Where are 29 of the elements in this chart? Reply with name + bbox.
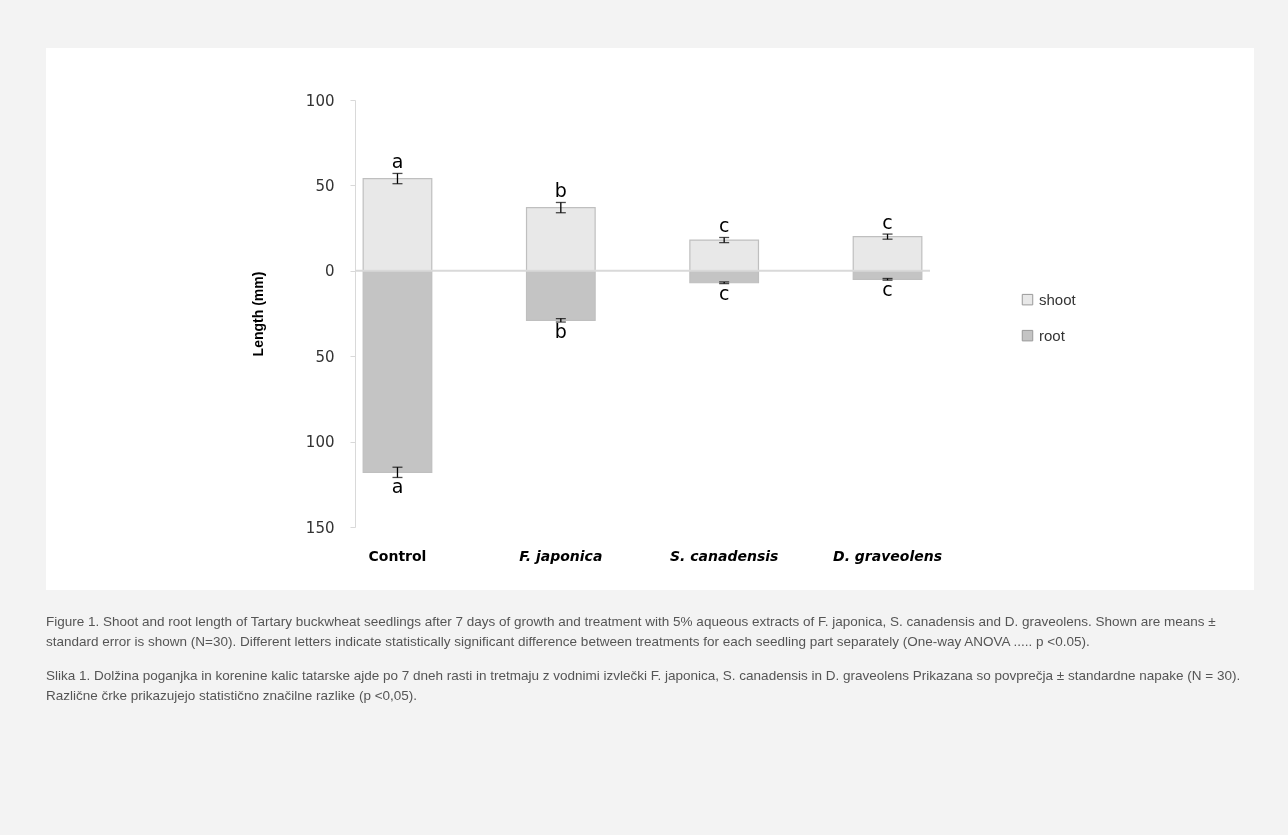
bar [362, 270, 433, 473]
y-tick-label: 0 [324, 262, 335, 281]
bar [525, 270, 596, 321]
y-tick-label: 50 [315, 176, 335, 195]
y-tick-label: 50 [315, 347, 335, 366]
legend-label: root [1039, 326, 1066, 344]
x-tick-label: S. canadensis [669, 547, 779, 564]
annotation: a [391, 475, 404, 498]
annotation: c [882, 211, 893, 234]
bar [852, 236, 923, 272]
y-tick-label: 100 [305, 91, 335, 110]
y-tick-label: 150 [305, 518, 335, 537]
annotation: c [718, 214, 730, 237]
text: Slika 1. Dolžina poganjka in korenine kalic tatarske ajde po 7 dneh rasti in tretmaju z vodnimi izvlečki F. japonica, S. canadensis in D. graveolens Prikazana so povprečja ± standardne napake (N = 30). Različne črke prikazujejo statistično značilne razlike (p <0,05). [46, 667, 1242, 705]
bar [525, 207, 596, 272]
caption: Figure 1. Shoot and root length of Tartary buckwheat seedlings after 7 days of growth and treatment with 5% aqueous extracts of F. japonica, S. canadensis and D. graveolens. Shown are means ± standard error is shown (N=30). Different letters indicate statistically significant difference between treatments for each seedling part separately (One-way ANOVA ..... p <0.05). [46, 613, 1217, 651]
x-tick-label: Control [368, 547, 427, 564]
annotation: c [882, 278, 893, 301]
annotation: b [554, 320, 567, 343]
annotation: a [391, 150, 404, 173]
bar [362, 177, 433, 272]
bar [689, 239, 760, 272]
y-axis-title: Length (mm) [249, 271, 266, 357]
legend-label: shoot [1039, 290, 1077, 308]
x-tick-label: F. japonica [519, 547, 603, 564]
annotation: c [718, 281, 730, 304]
x-tick-label: D. graveolens [833, 547, 943, 564]
annotation: b [554, 179, 567, 202]
y-tick-label: 100 [305, 433, 335, 452]
